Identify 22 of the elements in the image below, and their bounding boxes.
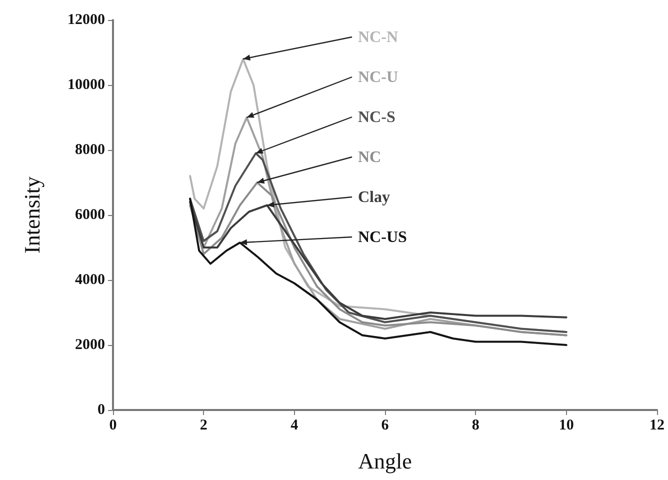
text: NC-US — [358, 229, 407, 246]
x-tick-label: 10 — [558, 418, 574, 434]
x-tick-label: 8 — [472, 418, 480, 434]
x-tick-label: 0 — [109, 418, 117, 434]
text: NC-N — [358, 29, 398, 46]
y-axis-title: Intensity — [20, 176, 44, 254]
y-tick-label: 0 — [98, 402, 105, 418]
x-axis-title: Angle — [358, 448, 412, 474]
y-tick-label: 6000 — [75, 207, 105, 223]
y-tick-label: 4000 — [75, 272, 105, 288]
text: NC — [358, 149, 382, 166]
text: NC-U — [358, 69, 398, 86]
text: Clay — [358, 189, 390, 206]
x-tick-label: 6 — [381, 418, 390, 434]
x-tick-label: 4 — [290, 418, 299, 434]
y-tick-label: 10000 — [68, 77, 105, 93]
x-tick-label: 12 — [650, 418, 664, 434]
y-tick-label: 8000 — [75, 142, 105, 158]
x-tick-label: 2 — [200, 418, 208, 434]
text: NC-S — [358, 109, 396, 126]
y-tick-label: 2000 — [75, 337, 105, 353]
y-tick-label: 12000 — [68, 12, 105, 28]
